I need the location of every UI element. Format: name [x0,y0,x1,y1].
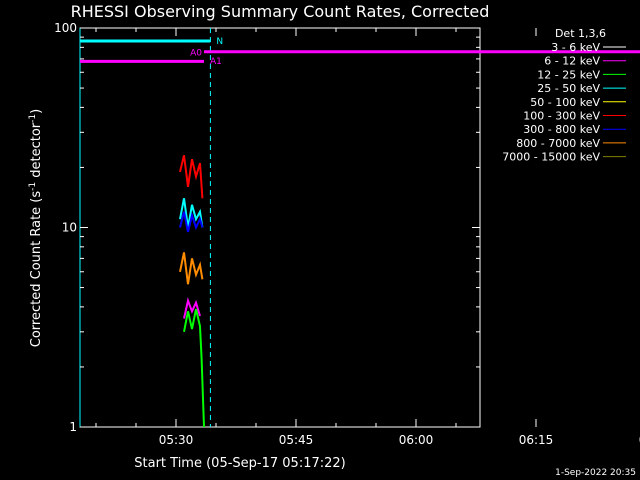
series-line-2 [179,211,204,233]
series-line-0 [179,155,204,199]
series-line-1 [179,198,204,228]
attenuator-label-1: A1 [210,57,222,67]
x-tick-label-2: 06:00 [399,433,434,447]
y-tick-label-1: 10 [62,221,77,235]
legend-label-2: 12 - 25 keV [537,68,600,81]
series-lines [179,155,205,428]
series-line-5 [183,308,205,428]
x-axis-label: Start Time (05-Sep-17 05:17:22) [134,456,345,471]
series-line-3 [179,252,204,285]
y-axis-label-exponent-1: -1 [28,182,38,191]
footer-stamp: 1-Sep-2022 20:35 [555,468,636,478]
legend-label-8: 7000 - 15000 keV [502,151,600,164]
legend-label-5: 100 - 300 keV [523,110,600,123]
y-tick-label-0: 1 [69,420,77,434]
legend-label-4: 50 - 100 keV [530,96,600,109]
plot-frame [79,27,481,428]
legend-label-0: 3 - 6 keV [551,41,600,54]
y-axis-label-exponent-2: -1 [28,114,38,123]
y-tick-label-2: 100 [54,21,77,35]
legend-label-1: 6 - 12 keV [544,55,600,68]
x-tick-label-4: 06:30 [639,433,640,447]
chart-title: RHESSI Observing Summary Count Rates, Co… [71,2,490,21]
y-axis-label: Corrected Count Rate (s-1 detector-1) [28,109,44,347]
legend-title: Det 1,3,6 [555,27,606,40]
attenuator-label-0: A0 [190,48,202,58]
legend-label-3: 25 - 50 keV [537,82,600,95]
series-line-4 [183,297,201,319]
y-axis-label-text: Corrected Count Rate (s [29,191,44,348]
x-tick-label-0: 05:30 [159,433,194,447]
night-label-0: N [216,37,223,47]
legend-label-6: 300 - 800 keV [523,123,600,136]
legend-label-7: 800 - 7000 keV [516,137,600,150]
y-axis-label-mid: detector [29,122,44,182]
y-axis-label-end: ) [29,109,44,114]
y-axis: 1 10 100 [54,21,480,434]
x-tick-label-1: 05:45 [279,433,314,447]
x-tick-label-3: 06:15 [519,433,554,447]
state-bands: N A0 A1 [80,37,640,67]
